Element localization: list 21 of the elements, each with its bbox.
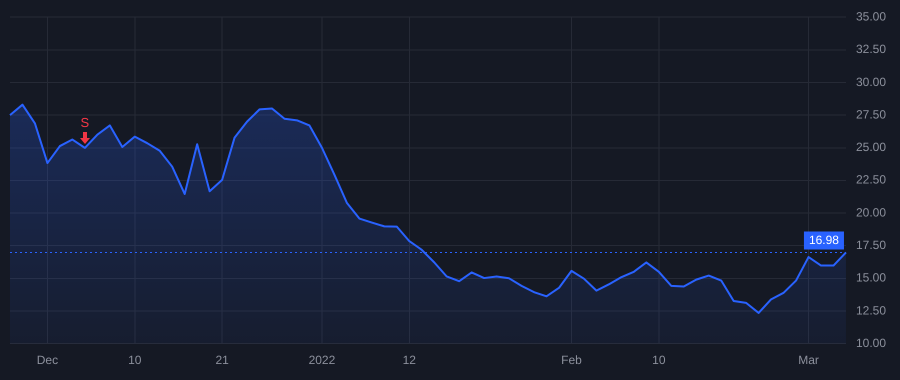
y-tick-label: 27.50 — [856, 107, 886, 122]
x-tick-label: 10 — [652, 353, 666, 368]
y-tick-label: 12.50 — [856, 303, 886, 318]
y-tick-label: 17.50 — [856, 238, 886, 252]
y-tick-label: 35.00 — [856, 10, 886, 24]
x-tick-label: 2022 — [308, 353, 336, 368]
y-tick-label: 20.00 — [856, 205, 886, 220]
x-tick-label: Dec — [36, 353, 58, 368]
annotation: S — [80, 114, 90, 130]
x-tick-label: 21 — [215, 353, 230, 368]
x-tick-label: Feb — [561, 353, 582, 368]
ref-line-label: 16.98 — [808, 232, 840, 247]
x-tick-label: 10 — [128, 353, 142, 368]
x-tick-label: 12 — [402, 353, 416, 368]
y-tick-label: 15.00 — [856, 270, 886, 285]
x-tick-label: Mar — [798, 353, 819, 368]
y-tick-label: 32.50 — [856, 42, 886, 56]
y-tick-label: 30.00 — [856, 74, 886, 89]
y-tick-label: 25.00 — [856, 140, 886, 154]
y-tick-label: 22.50 — [856, 172, 886, 187]
y-tick-label: 10.00 — [856, 336, 886, 350]
